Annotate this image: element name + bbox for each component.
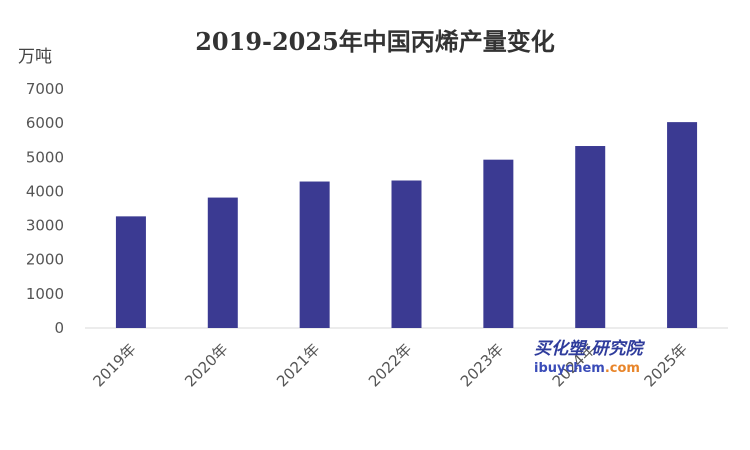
- watermark-site-suffix: .com: [605, 361, 640, 376]
- x-tick-label: 2023年: [457, 340, 507, 390]
- y-tick-label: 4000: [26, 182, 64, 200]
- y-tick-label: 7000: [26, 80, 64, 98]
- x-tick-label: 2019年: [89, 340, 139, 390]
- watermark-site: ibuychem.com: [534, 361, 640, 376]
- y-tick-label: 5000: [26, 148, 64, 166]
- x-tick-label: 2025年: [641, 340, 691, 390]
- y-tick-label: 2000: [26, 251, 64, 269]
- y-tick-label: 6000: [26, 114, 64, 132]
- bar: [299, 181, 330, 328]
- y-tick-label: 1000: [26, 285, 64, 303]
- bar-series: [115, 122, 698, 329]
- bar: [575, 146, 606, 328]
- bar: [115, 216, 146, 328]
- y-axis: 0 1000 2000 3000 4000 5000 6000 7000: [26, 80, 64, 337]
- y-axis-unit-label: 万吨: [18, 47, 52, 67]
- bar: [207, 197, 238, 328]
- bar: [391, 180, 422, 328]
- watermark-site-prefix: ibuychem: [534, 361, 605, 376]
- x-tick-label: 2022年: [365, 340, 415, 390]
- y-tick-label: 3000: [26, 217, 64, 235]
- chart-title: 2019-2025年中国丙烯产量变化: [195, 27, 555, 56]
- x-tick-label: 2020年: [181, 340, 231, 390]
- watermark-text: 买化塑·研究院: [534, 339, 645, 359]
- x-tick-label: 2021年: [273, 340, 323, 390]
- y-tick-label: 0: [54, 319, 64, 337]
- bar: [667, 122, 698, 329]
- watermark: 买化塑·研究院 ibuychem.com: [534, 339, 645, 376]
- bar: [483, 159, 514, 328]
